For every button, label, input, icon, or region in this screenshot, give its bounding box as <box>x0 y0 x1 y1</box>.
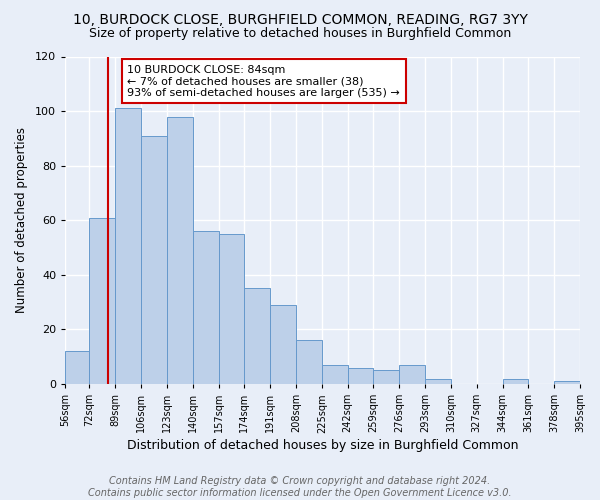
Text: 10 BURDOCK CLOSE: 84sqm
← 7% of detached houses are smaller (38)
93% of semi-det: 10 BURDOCK CLOSE: 84sqm ← 7% of detached… <box>127 64 400 98</box>
Bar <box>347 368 373 384</box>
Bar <box>425 378 451 384</box>
Text: Contains HM Land Registry data © Crown copyright and database right 2024.
Contai: Contains HM Land Registry data © Crown c… <box>88 476 512 498</box>
Bar <box>270 305 296 384</box>
Y-axis label: Number of detached properties: Number of detached properties <box>15 128 28 314</box>
Bar <box>193 231 218 384</box>
X-axis label: Distribution of detached houses by size in Burghfield Common: Distribution of detached houses by size … <box>127 440 518 452</box>
Bar <box>296 340 322 384</box>
Bar <box>141 136 167 384</box>
Text: Size of property relative to detached houses in Burghfield Common: Size of property relative to detached ho… <box>89 28 511 40</box>
Bar <box>399 365 425 384</box>
Bar <box>322 365 347 384</box>
Bar <box>89 218 115 384</box>
Bar <box>554 382 580 384</box>
Bar <box>373 370 399 384</box>
Bar <box>503 378 529 384</box>
Bar <box>65 352 89 384</box>
Text: 10, BURDOCK CLOSE, BURGHFIELD COMMON, READING, RG7 3YY: 10, BURDOCK CLOSE, BURGHFIELD COMMON, RE… <box>73 12 527 26</box>
Bar <box>244 288 270 384</box>
Bar <box>115 108 141 384</box>
Bar <box>167 116 193 384</box>
Bar <box>218 234 244 384</box>
